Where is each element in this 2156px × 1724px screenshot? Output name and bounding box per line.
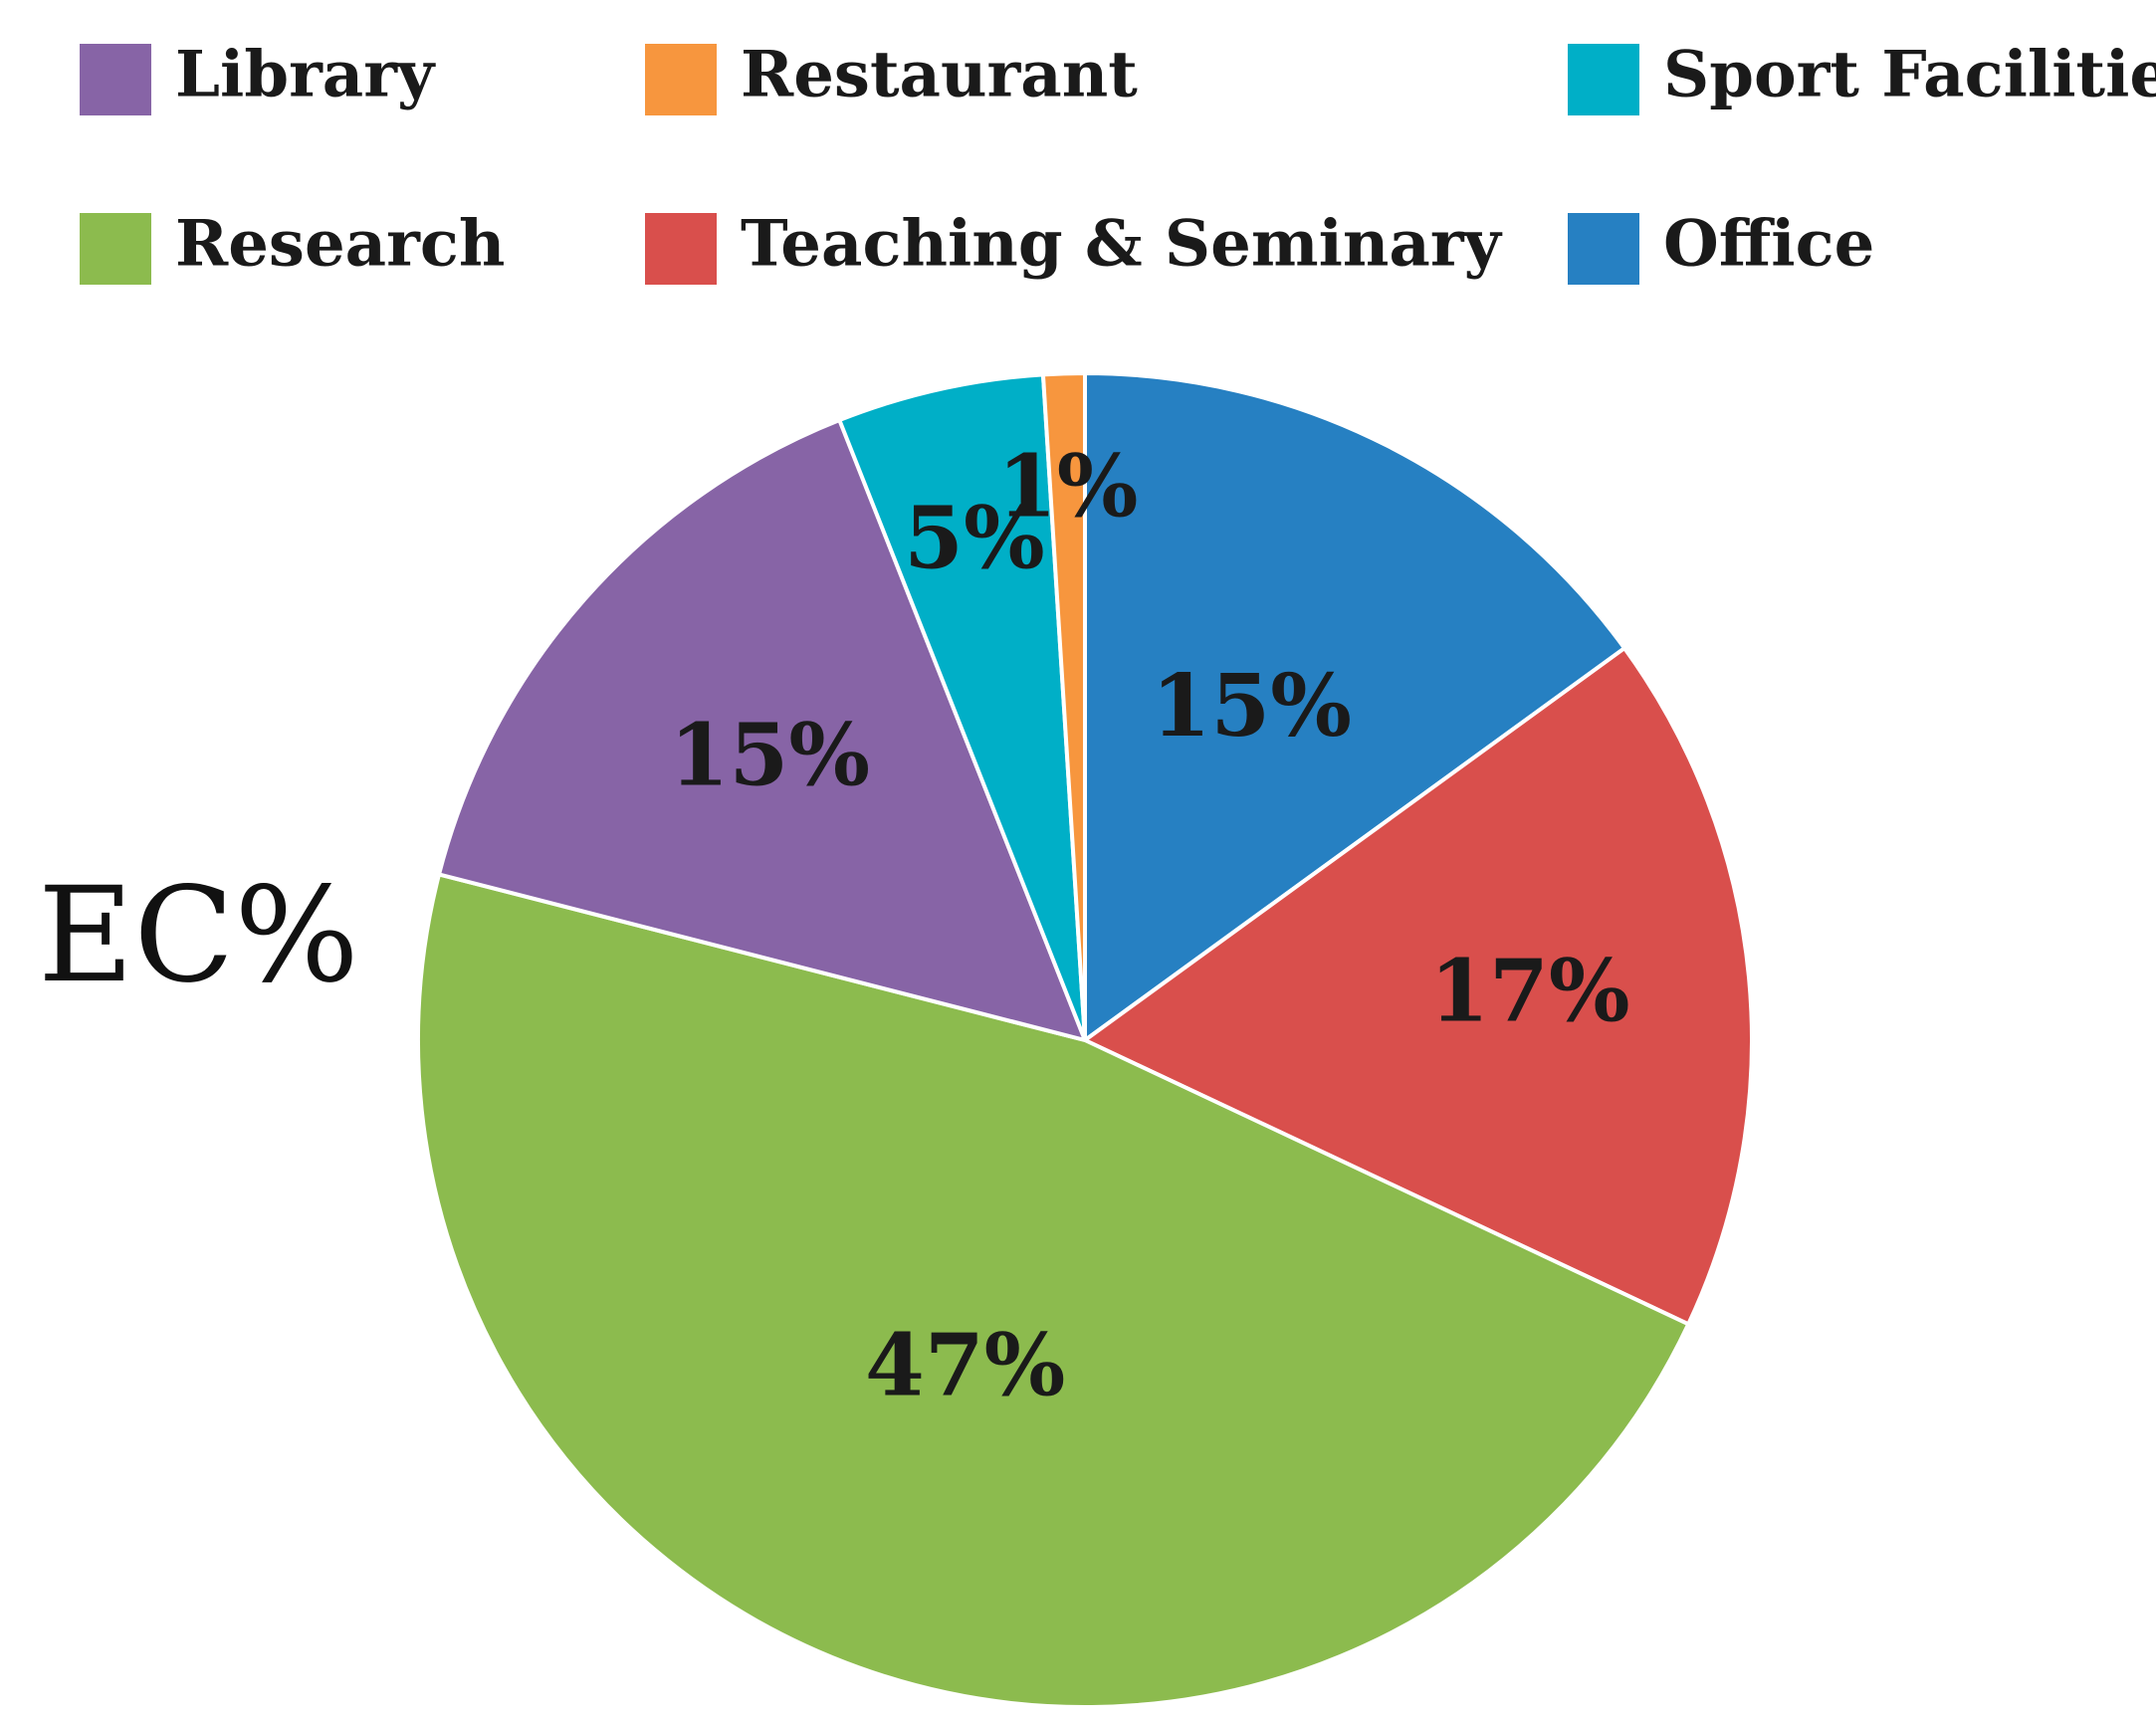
legend-swatch-restaurant [645,44,717,115]
legend: Library Restaurant Sport Facilities Researc… [80,38,2156,285]
slice-labels: 15% 17% 47% 15% 5%1% [670,436,1630,1415]
slice-label-research: 47% [865,1316,1065,1416]
legend-label-research: Research [175,207,505,282]
slice-label-sport-facilities: 5% [904,489,1045,589]
pie-slice-library [436,417,1089,1043]
legend-label-teaching-and-seminary: Teaching & Seminary [741,207,1503,282]
slice-label-teaching-and-seminary: 17% [1429,941,1629,1041]
legend-swatch-teaching-and-seminary [645,213,717,285]
legend-item-restaurant: Restaurant [645,38,1138,115]
chart-title: EC% [38,859,359,1012]
legend-swatch-office [1568,213,1639,285]
legend-item-sport-facilities: Sport Facilities [1568,38,2156,115]
slice-label-restaurant: 1% [997,436,1139,537]
legend-item-teaching-and-seminary: Teaching & Seminary [645,207,1503,285]
legend-label-office: Office [1663,207,1874,282]
legend-item-library: Library [80,38,436,115]
pie-slice-research [416,871,1691,1709]
legend-swatch-research [80,213,151,285]
legend-item-office: Office [1568,207,1874,285]
pie-slice-teaching-and-seminary [1081,645,1754,1327]
slice-label-library: 15% [670,705,870,805]
legend-swatch-library [80,44,151,115]
legend-label-library: Library [175,38,436,112]
legend-label-sport-facilities: Sport Facilities [1663,38,2156,112]
pie-slice-restaurant [1040,370,1087,1041]
pie-slice-office [1083,370,1627,1044]
legend-swatch-sport-facilities [1568,44,1639,115]
legend-item-research: Research [80,207,505,285]
pie-slice-sport-facilities [836,372,1087,1041]
slice-label-office: 15% [1152,656,1352,756]
legend-label-restaurant: Restaurant [741,38,1138,112]
pie-slices [416,370,1754,1709]
